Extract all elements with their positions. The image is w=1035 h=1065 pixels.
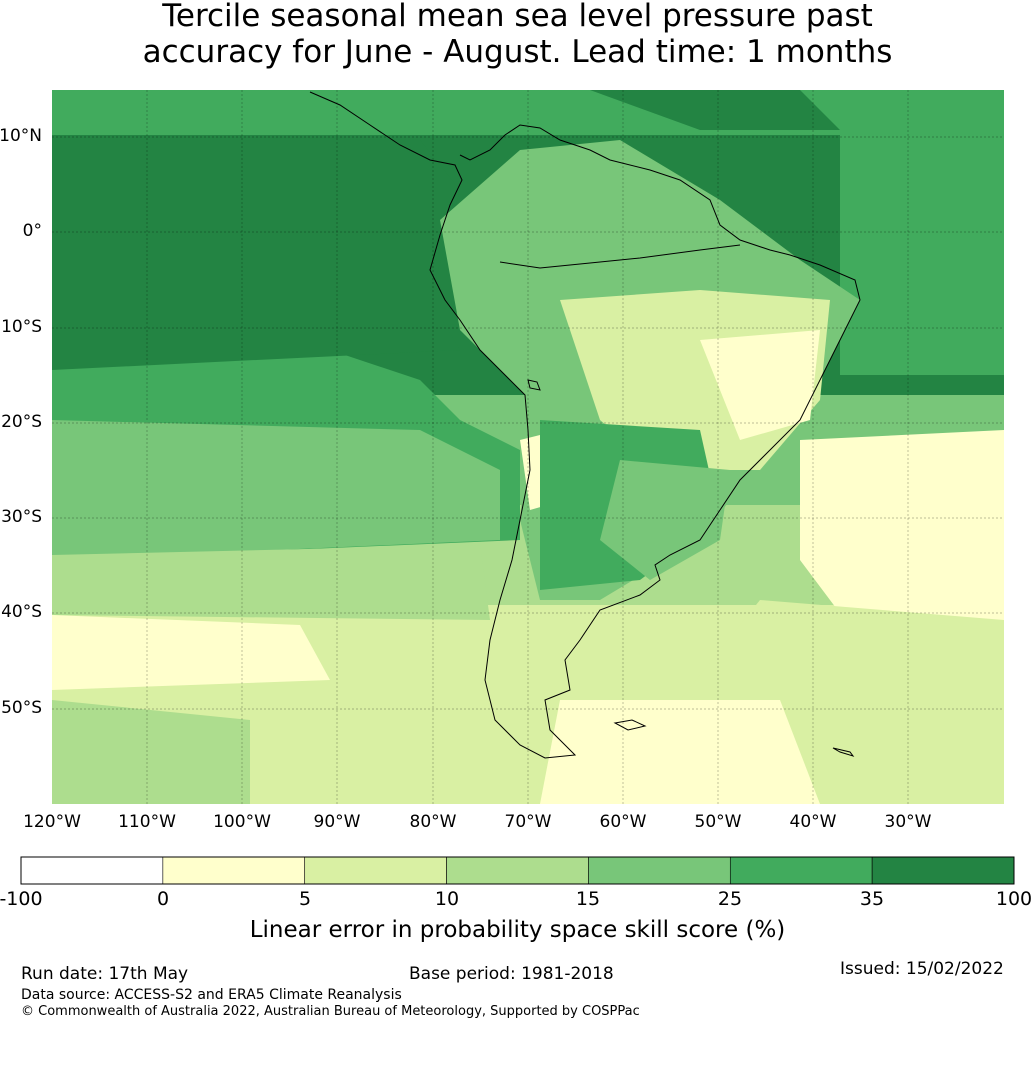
lat-label-0: 0° [22,221,42,241]
lat-label-40s: 40°S [1,602,42,622]
pac-yellow [52,615,330,690]
skill-field [52,90,1004,804]
lake-titicaca [527,379,541,391]
lon-label-120w: 120°W [23,812,81,832]
colorbar-tick: -100 [0,888,43,910]
lon-label-40w: 40°W [789,812,837,832]
lon-label-70w: 70°W [504,812,552,832]
colorbar-segment [162,856,306,885]
lon-label-80w: 80°W [409,812,457,832]
atl-south-yellow [540,700,820,804]
lat-label-50s: 50°S [1,698,42,718]
pac-dark-north [52,135,460,370]
band-north [52,90,1004,140]
copyright: © Commonwealth of Australia 2022, Austra… [21,1004,640,1019]
lon-label-100w: 100°W [213,812,271,832]
lon-label-30w: 30°W [884,812,932,832]
lat-label-10s: 10°S [1,317,42,337]
south-georgia [832,747,855,757]
colorbar-segment [871,856,1015,885]
pac-light [52,545,490,620]
lon-label-110w: 110°W [118,812,176,832]
colorbar-segment [20,856,164,885]
colorbar-label: Linear error in probability space skill … [249,917,786,943]
atl-yellow [800,430,1004,640]
colorbar-segment [729,856,873,885]
pac-south [52,700,250,804]
issued-date: Issued: 15/02/2022 [840,959,1004,979]
band-atlantic-tropic [840,135,1004,375]
lon-label-50w: 50°W [694,812,742,832]
data-source: Data source: ACCESS-S2 and ERA5 Climate … [21,987,402,1003]
colorbar [20,856,1015,885]
coastline [309,91,861,759]
colorbar-segment [588,856,731,885]
colorbar-tick: 0 [156,888,170,910]
pac-mid [52,420,500,560]
gridlines [52,90,1004,804]
colorbar-tick: 25 [717,888,743,910]
colorbar-tick: 100 [995,888,1033,910]
lat-label-10n: 10°N [0,126,42,146]
map-title-line2: accuracy for June - August. Lead time: 1… [142,34,893,70]
lon-label-90w: 90°W [313,812,361,832]
colorbar-segment [446,856,589,885]
base-period: Base period: 1981-2018 [409,964,614,984]
land-yellow [700,330,820,440]
colorbar-tick: 10 [434,888,460,910]
lon-label-60w: 60°W [599,812,647,832]
colorbar-frame [20,856,1015,885]
land-pampas [600,460,730,580]
lat-label-30s: 30°S [1,507,42,527]
falklands [613,719,647,731]
colorbar-tick: 35 [859,888,885,910]
lat-label-20s: 20°S [1,412,42,432]
colorbar-tick: 5 [298,888,312,910]
carib-dark [590,90,840,130]
colorbar-tick: 15 [575,888,601,910]
map-title-line1: Tercile seasonal mean sea level pressure… [162,0,873,34]
run-date: Run date: 17th May [21,964,189,984]
colorbar-segment [304,856,447,885]
